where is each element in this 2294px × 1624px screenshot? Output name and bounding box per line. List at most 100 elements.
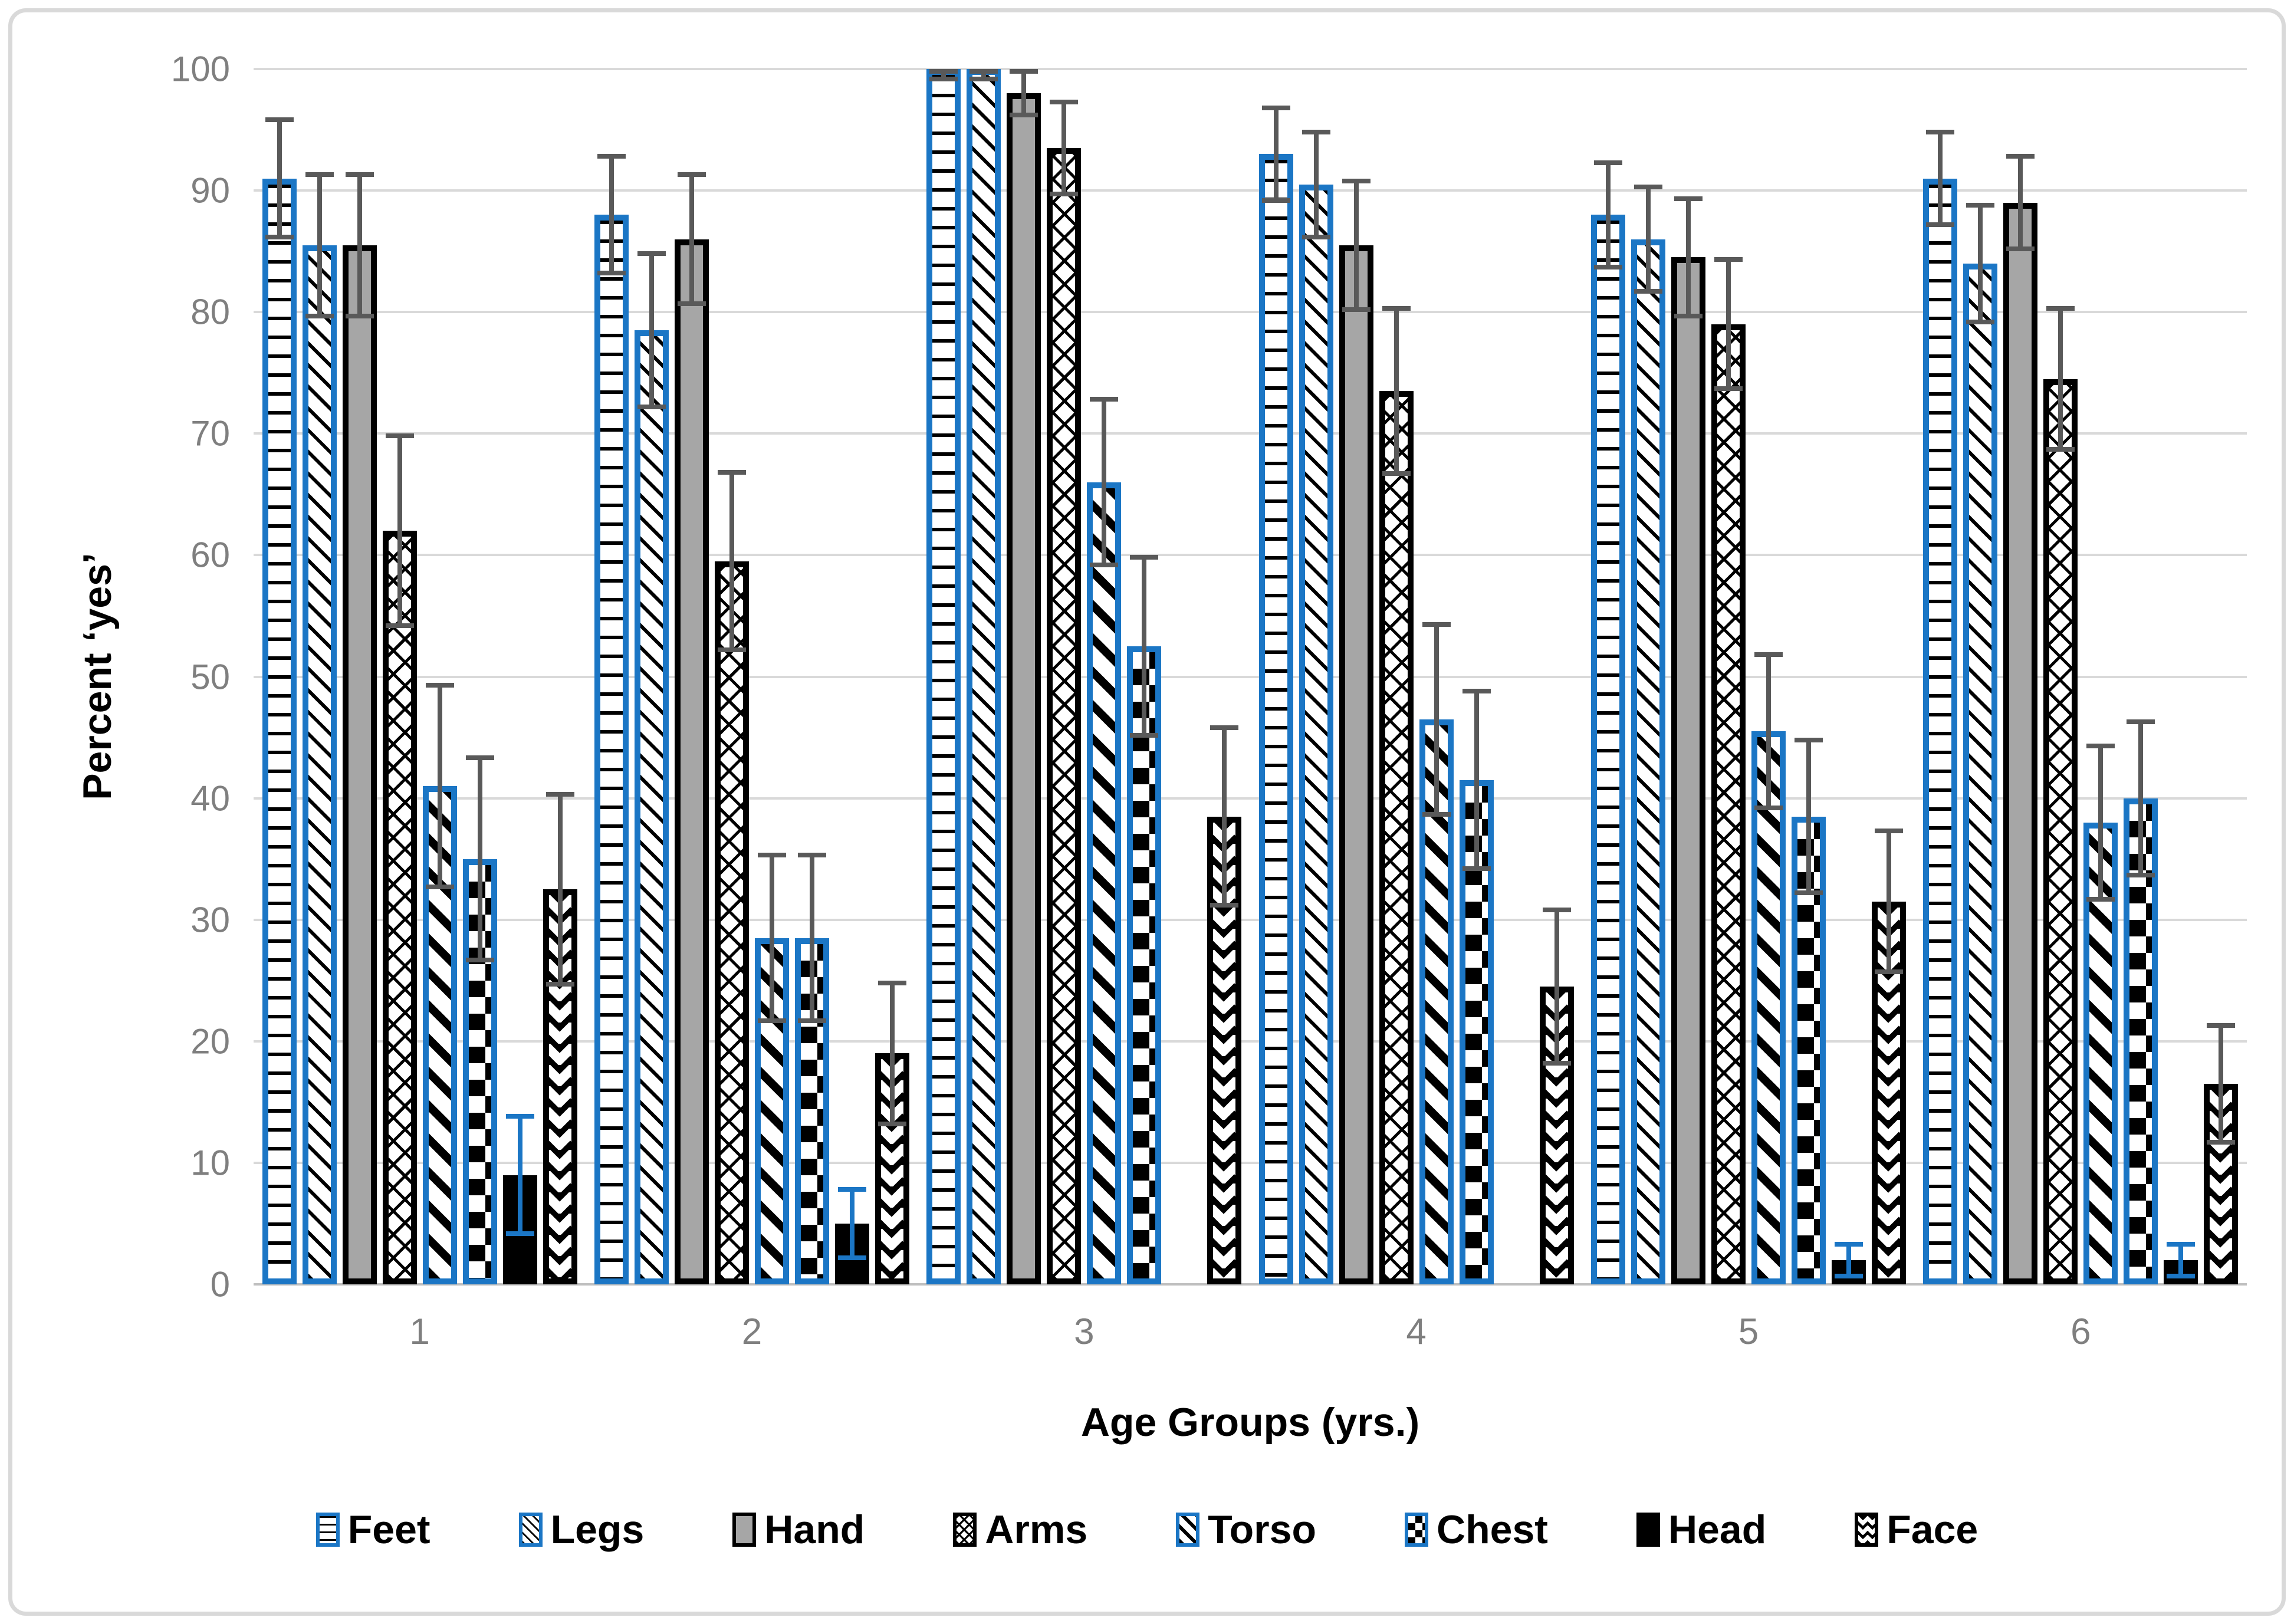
legend-swatch-torso-icon — [1176, 1513, 1200, 1547]
bar-slot-chest-group1 — [462, 69, 497, 1284]
error-bar-legs-group6 — [1978, 202, 1983, 324]
bar-torso-group3 — [1087, 482, 1122, 1284]
gridline-100 — [254, 68, 2247, 70]
gridline-50 — [254, 675, 2247, 678]
legend-swatch-hand-icon — [732, 1513, 757, 1547]
bar-slot-legs-group6 — [1963, 69, 1998, 1284]
bar-arms-group3 — [1047, 147, 1082, 1284]
bar-slot-hand-group6 — [2003, 69, 2038, 1284]
bar-slot-chest-group2 — [794, 69, 829, 1284]
error-bar-arms-group2 — [729, 470, 734, 653]
bar-slot-chest-group5 — [1791, 69, 1826, 1284]
legend-label-feet: Feet — [347, 1507, 430, 1552]
bar-slot-feet-group3 — [926, 69, 961, 1284]
error-bar-torso-group3 — [1102, 397, 1107, 568]
error-bar-arms-group3 — [1061, 99, 1067, 197]
bar-slot-hand-group1 — [342, 69, 377, 1284]
error-bar-hand-group5 — [1685, 196, 1691, 318]
x-tick-label-3: 3 — [1074, 1311, 1095, 1352]
error-bar-face-group1 — [557, 792, 563, 987]
error-bar-chest-group1 — [477, 755, 482, 962]
bar-face-group2 — [875, 1053, 909, 1284]
error-bar-hand-group3 — [1021, 69, 1027, 118]
y-tick-label-50: 50 — [190, 657, 230, 696]
gridline-40 — [254, 797, 2247, 800]
error-bar-torso-group6 — [2098, 743, 2104, 902]
bar-slot-arms-group5 — [1711, 69, 1746, 1284]
error-bar-hand-group1 — [357, 172, 362, 318]
group-2 — [586, 69, 918, 1284]
legend-label-chest: Chest — [1437, 1507, 1548, 1552]
bar-slot-head-group3 — [1167, 69, 1201, 1284]
group-1 — [254, 69, 586, 1284]
legend-item-torso: Torso — [1176, 1507, 1316, 1553]
bar-slot-arms-group2 — [714, 69, 749, 1284]
bar-slot-face-group1 — [543, 69, 577, 1284]
legend-swatch-arms-icon — [953, 1513, 977, 1547]
legend: Feet Legs Hand Arms Torso Chest Head Face — [0, 1507, 2294, 1553]
bar-slot-hand-group3 — [1007, 69, 1041, 1284]
legend-label-head: Head — [1668, 1507, 1767, 1552]
bar-feet-group5 — [1590, 215, 1625, 1284]
bar-arms-group5 — [1711, 324, 1746, 1284]
error-bar-hand-group6 — [2018, 154, 2023, 252]
y-axis-title: Percent ‘yes’ — [75, 553, 120, 800]
error-bar-legs-group5 — [1645, 184, 1651, 294]
bar-arms-group2 — [714, 561, 749, 1284]
bar-slot-torso-group3 — [1087, 69, 1122, 1284]
group-3 — [918, 69, 1250, 1284]
bar-slot-hand-group5 — [1671, 69, 1705, 1284]
error-bar-legs-group2 — [649, 251, 654, 410]
error-bar-chest-group4 — [1474, 689, 1479, 872]
error-bar-arms-group5 — [1726, 257, 1731, 392]
legend-label-arms: Arms — [985, 1507, 1088, 1552]
y-tick-label-100: 100 — [170, 49, 230, 89]
error-bar-legs-group1 — [317, 172, 322, 318]
error-bar-arms-group1 — [397, 433, 402, 629]
bar-groups — [254, 69, 2247, 1284]
bar-legs-group6 — [1963, 263, 1998, 1284]
y-tick-label-0: 0 — [210, 1264, 230, 1304]
bar-slot-face-group2 — [875, 69, 909, 1284]
gridline-20 — [254, 1040, 2247, 1043]
bar-slot-torso-group5 — [1751, 69, 1786, 1284]
y-tick-label-30: 30 — [190, 900, 230, 940]
error-bar-arms-group4 — [1394, 305, 1399, 476]
bar-slot-legs-group2 — [634, 69, 669, 1284]
bar-slot-head-group5 — [1831, 69, 1866, 1284]
bar-feet-group1 — [262, 178, 297, 1284]
error-bar-hand-group2 — [689, 172, 694, 306]
group-4 — [1250, 69, 1582, 1284]
bar-slot-torso-group1 — [422, 69, 457, 1284]
legend-swatch-feet-icon — [315, 1513, 340, 1547]
legend-item-legs: Legs — [518, 1507, 645, 1553]
bar-torso-group5 — [1751, 731, 1786, 1284]
legend-swatch-face-icon — [1855, 1513, 1879, 1547]
bar-hand-group4 — [1339, 245, 1373, 1284]
error-bar-chest-group3 — [1142, 555, 1147, 738]
error-bar-chest-group5 — [1806, 737, 1811, 896]
error-bar-torso-group2 — [769, 853, 774, 1023]
bar-slot-arms-group1 — [382, 69, 417, 1284]
error-bar-feet-group4 — [1273, 105, 1279, 203]
bar-slot-torso-group4 — [1419, 69, 1454, 1284]
error-bar-feet-group1 — [277, 117, 282, 239]
bar-feet-group4 — [1258, 154, 1293, 1284]
bar-slot-arms-group4 — [1379, 69, 1414, 1284]
error-bar-face-group6 — [2219, 1023, 2224, 1145]
error-bar-face-group4 — [1554, 908, 1559, 1066]
bar-feet-group3 — [926, 69, 961, 1284]
x-axis-tick-labels: 1 2 3 4 5 6 — [254, 1311, 2247, 1353]
legend-label-legs: Legs — [550, 1507, 645, 1552]
error-bar-head-group5 — [1846, 1241, 1851, 1278]
y-tick-label-10: 10 — [190, 1143, 230, 1183]
error-bar-hand-group4 — [1353, 178, 1359, 313]
bar-hand-group3 — [1007, 93, 1041, 1284]
gridline-90 — [254, 189, 2247, 192]
bar-slot-feet-group6 — [1923, 69, 1958, 1284]
legend-label-hand: Hand — [764, 1507, 865, 1552]
gridline-10 — [254, 1161, 2247, 1164]
bar-chest-group6 — [2124, 798, 2158, 1284]
bar-slot-feet-group4 — [1258, 69, 1293, 1284]
legend-swatch-chest-icon — [1405, 1513, 1429, 1547]
